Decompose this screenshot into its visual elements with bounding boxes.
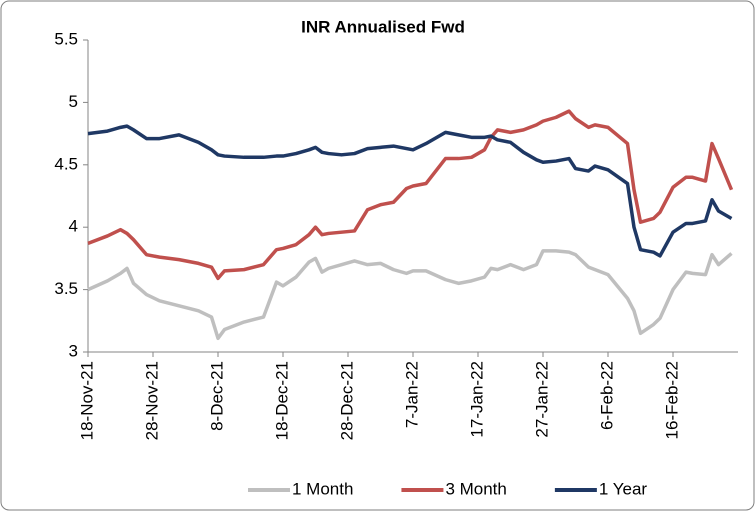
x-tick-label: 18-Nov-21 <box>77 361 96 440</box>
y-tick-label: 3.5 <box>54 279 78 298</box>
series-line <box>87 249 733 341</box>
x-tick-label: 7-Jan-22 <box>402 361 421 428</box>
y-tick-label: 4 <box>69 217 78 236</box>
y-tick-label: 3 <box>69 341 78 360</box>
x-tick-label: 17-Jan-22 <box>467 361 486 438</box>
x-tick-label: 27-Jan-22 <box>532 361 551 438</box>
legend-label: 1 Year <box>599 479 648 498</box>
x-tick-label: 16-Feb-22 <box>662 361 681 439</box>
x-tick-label: 18-Dec-21 <box>272 361 291 440</box>
legend-label: 3 Month <box>445 479 506 498</box>
series-line <box>87 109 734 281</box>
x-tick-label: 8-Dec-21 <box>207 361 226 431</box>
x-tick-label: 28-Dec-21 <box>337 361 356 440</box>
y-tick-label: 5.5 <box>54 29 78 48</box>
y-tick-label: 4.5 <box>54 154 78 173</box>
y-tick-label: 5 <box>69 92 78 111</box>
x-tick-label: 6-Feb-22 <box>597 361 616 430</box>
chart-title: INR Annualised Fwd <box>301 17 465 36</box>
x-tick-label: 28-Nov-21 <box>142 361 161 440</box>
series-line <box>87 124 733 258</box>
legend-label: 1 Month <box>292 479 353 498</box>
